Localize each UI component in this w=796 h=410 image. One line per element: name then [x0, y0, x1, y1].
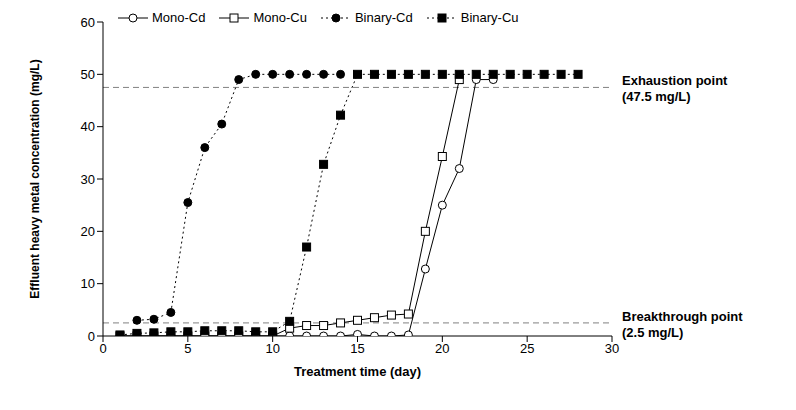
- svg-text:50: 50: [81, 67, 95, 82]
- svg-text:15: 15: [350, 341, 364, 356]
- html-text:Binary-Cu: Binary-Cu: [460, 10, 519, 25]
- svg-text:0: 0: [88, 329, 95, 344]
- svg-text:10: 10: [265, 341, 279, 356]
- svg-text:25: 25: [520, 341, 534, 356]
- svg-text:30: 30: [81, 172, 95, 187]
- svg-text:60: 60: [81, 15, 95, 30]
- svg-text:30: 30: [605, 341, 619, 356]
- svg-text:0: 0: [99, 341, 106, 356]
- svg-text:5: 5: [184, 341, 191, 356]
- svg-text:10: 10: [81, 276, 95, 291]
- html-text:Mono-Cu: Mono-Cu: [253, 10, 307, 25]
- svg-text:20: 20: [435, 341, 449, 356]
- svg-text:Effluent heavy metal concentra: Effluent heavy metal concentration (mg/L…: [28, 59, 42, 298]
- svg-text:Exhaustion point(47.5 mg/L): Exhaustion point(47.5 mg/L): [622, 73, 728, 104]
- svg-text:40: 40: [81, 119, 95, 134]
- html-text:Mono-Cd: Mono-Cd: [152, 10, 206, 25]
- svg-text:Treatment time (day): Treatment time (day): [294, 364, 421, 379]
- svg-text:20: 20: [81, 224, 95, 239]
- svg-text:Breakthrough point(2.5 mg/L): Breakthrough point(2.5 mg/L): [622, 309, 743, 340]
- html-text:Binary-Cd: Binary-Cd: [354, 10, 413, 25]
